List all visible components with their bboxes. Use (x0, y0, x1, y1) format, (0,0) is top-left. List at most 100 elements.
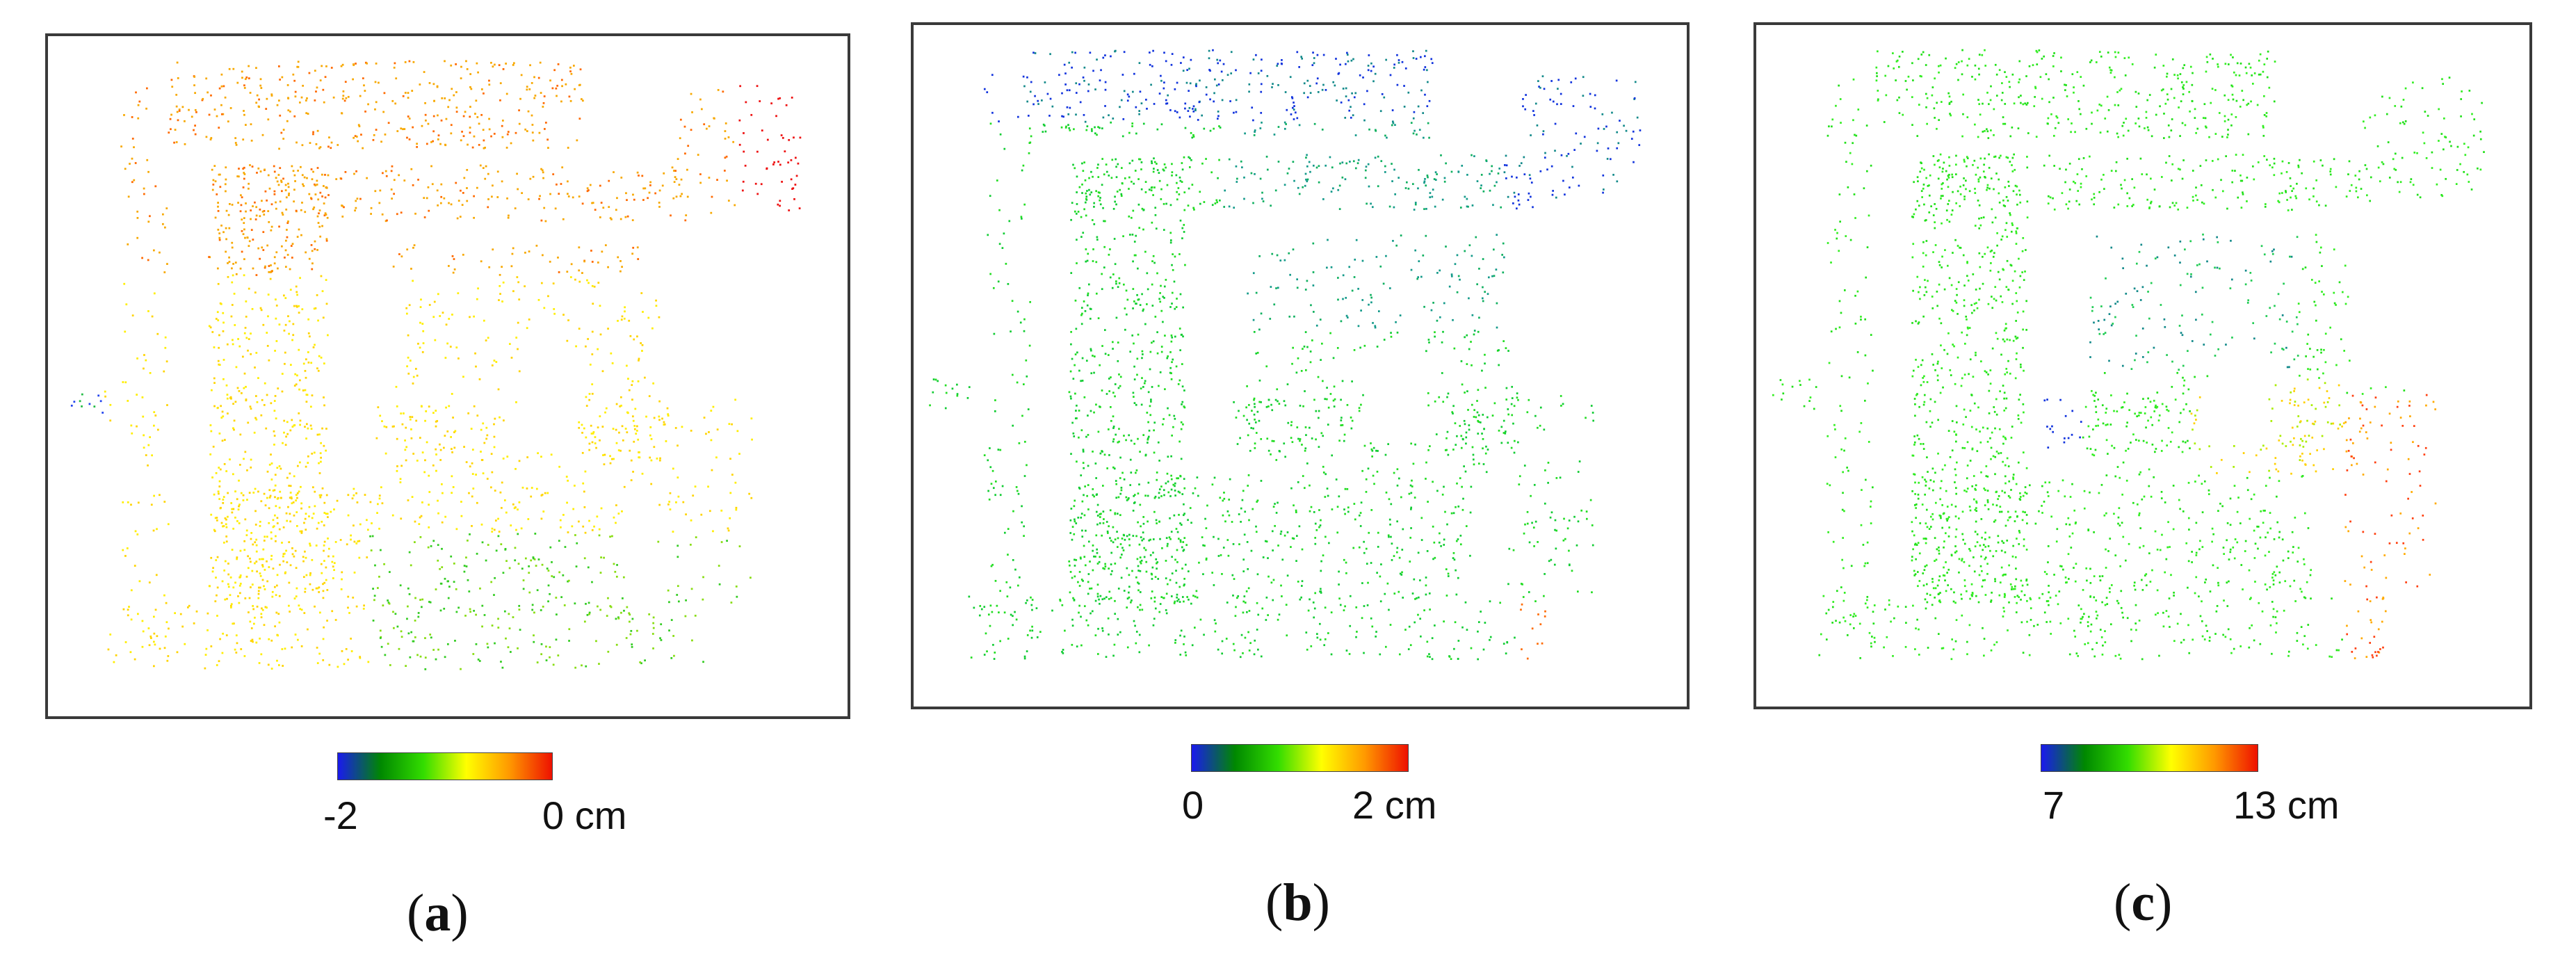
cloud-point (1313, 511, 1315, 513)
cloud-point (615, 403, 618, 405)
cloud-point (384, 134, 387, 136)
cloud-point (1076, 262, 1078, 264)
cloud-point (1160, 596, 1163, 599)
cloud-point (1156, 522, 1158, 524)
cloud-point (1344, 178, 1347, 181)
cloud-point (308, 72, 311, 74)
cloud-point (341, 571, 343, 574)
cloud-point (1012, 624, 1014, 627)
cloud-point (1398, 59, 1400, 61)
cloud-point (355, 542, 358, 544)
cloud-point (218, 480, 221, 483)
cloud-point (477, 71, 479, 74)
cloud-point (248, 240, 251, 243)
cloud-point (1031, 608, 1033, 611)
cloud-point (1413, 621, 1416, 624)
cloud-point (318, 225, 321, 228)
cloud-point (1089, 317, 1092, 320)
cloud-point (676, 594, 679, 596)
cloud-point (136, 394, 138, 396)
cloud-point (1479, 421, 1482, 424)
cloud-point (442, 312, 444, 314)
cloud-point (316, 433, 319, 436)
cloud-point (325, 428, 327, 430)
cloud-point (282, 442, 284, 444)
cloud-point (490, 135, 492, 138)
cloud-point (799, 136, 802, 139)
cloud-point (1158, 497, 1160, 499)
cloud-point (1102, 522, 1105, 524)
cloud-point (414, 636, 416, 638)
cloud-point (314, 490, 316, 493)
cloud-point (1442, 330, 1444, 333)
cloud-point (1428, 99, 1431, 102)
cloud-point (1183, 209, 1186, 211)
cloud-point (1562, 179, 1564, 182)
cloud-point (588, 398, 591, 401)
cloud-point (230, 502, 233, 504)
cloud-point (274, 625, 276, 628)
cloud-point (499, 491, 502, 494)
cloud-point (490, 61, 492, 64)
cloud-point (1522, 105, 1524, 108)
cloud-point (250, 229, 253, 232)
cloud-point (736, 595, 738, 598)
cloud-point (1375, 635, 1377, 638)
cloud-point (581, 202, 584, 205)
cloud-point (539, 61, 542, 64)
cloud-point (1160, 79, 1163, 82)
cloud-point (562, 314, 565, 316)
cloud-point (216, 115, 218, 118)
cloud-point (129, 651, 132, 654)
cloud-point (355, 605, 358, 608)
cloud-point (1393, 206, 1395, 209)
cloud-point (1112, 427, 1115, 429)
cloud-point (508, 567, 511, 570)
cloud-point (1114, 613, 1117, 615)
cloud-point (255, 418, 258, 421)
cloud-point (159, 647, 161, 650)
cloud-point (1426, 175, 1429, 177)
cloud-point (1069, 519, 1072, 522)
cloud-point (1420, 56, 1422, 58)
cloud-point (497, 627, 500, 629)
cloud-point (640, 292, 643, 294)
cloud-point (1101, 451, 1103, 453)
cloud-point (275, 594, 277, 597)
cloud-point (1150, 398, 1152, 401)
cloud-point (270, 225, 273, 228)
cloud-point (1265, 155, 1268, 158)
cloud-point (1103, 453, 1106, 456)
cloud-point (597, 282, 600, 284)
cloud-point (567, 531, 569, 533)
cloud-point (1076, 191, 1078, 193)
cloud-point (275, 251, 278, 254)
cloud-point (234, 137, 237, 139)
cloud-point (109, 419, 112, 422)
cloud-point (1459, 477, 1461, 480)
cloud-point (212, 445, 215, 448)
cloud-point (254, 562, 256, 565)
cloud-point (1139, 591, 1142, 593)
cloud-point (255, 214, 258, 217)
cloud-point (378, 527, 380, 530)
cloud-point (273, 193, 276, 195)
cloud-point (617, 256, 619, 259)
cloud-point (1074, 353, 1077, 356)
cloud-point (1410, 442, 1413, 445)
cloud-point (555, 87, 558, 90)
cloud-point (1390, 503, 1393, 506)
cloud-point (607, 597, 609, 599)
cloud-point (1432, 558, 1434, 560)
cloud-point (1222, 79, 1224, 81)
cloud-point (526, 86, 528, 88)
cloud-point (398, 253, 400, 255)
cloud-point (574, 485, 576, 487)
cloud-point (1137, 606, 1139, 608)
cloud-point (599, 333, 602, 336)
cloud-point (284, 239, 287, 242)
cloud-point (467, 579, 469, 581)
cloud-point (1163, 418, 1165, 420)
cloud-point (1115, 316, 1118, 319)
cloud-point (293, 514, 295, 517)
